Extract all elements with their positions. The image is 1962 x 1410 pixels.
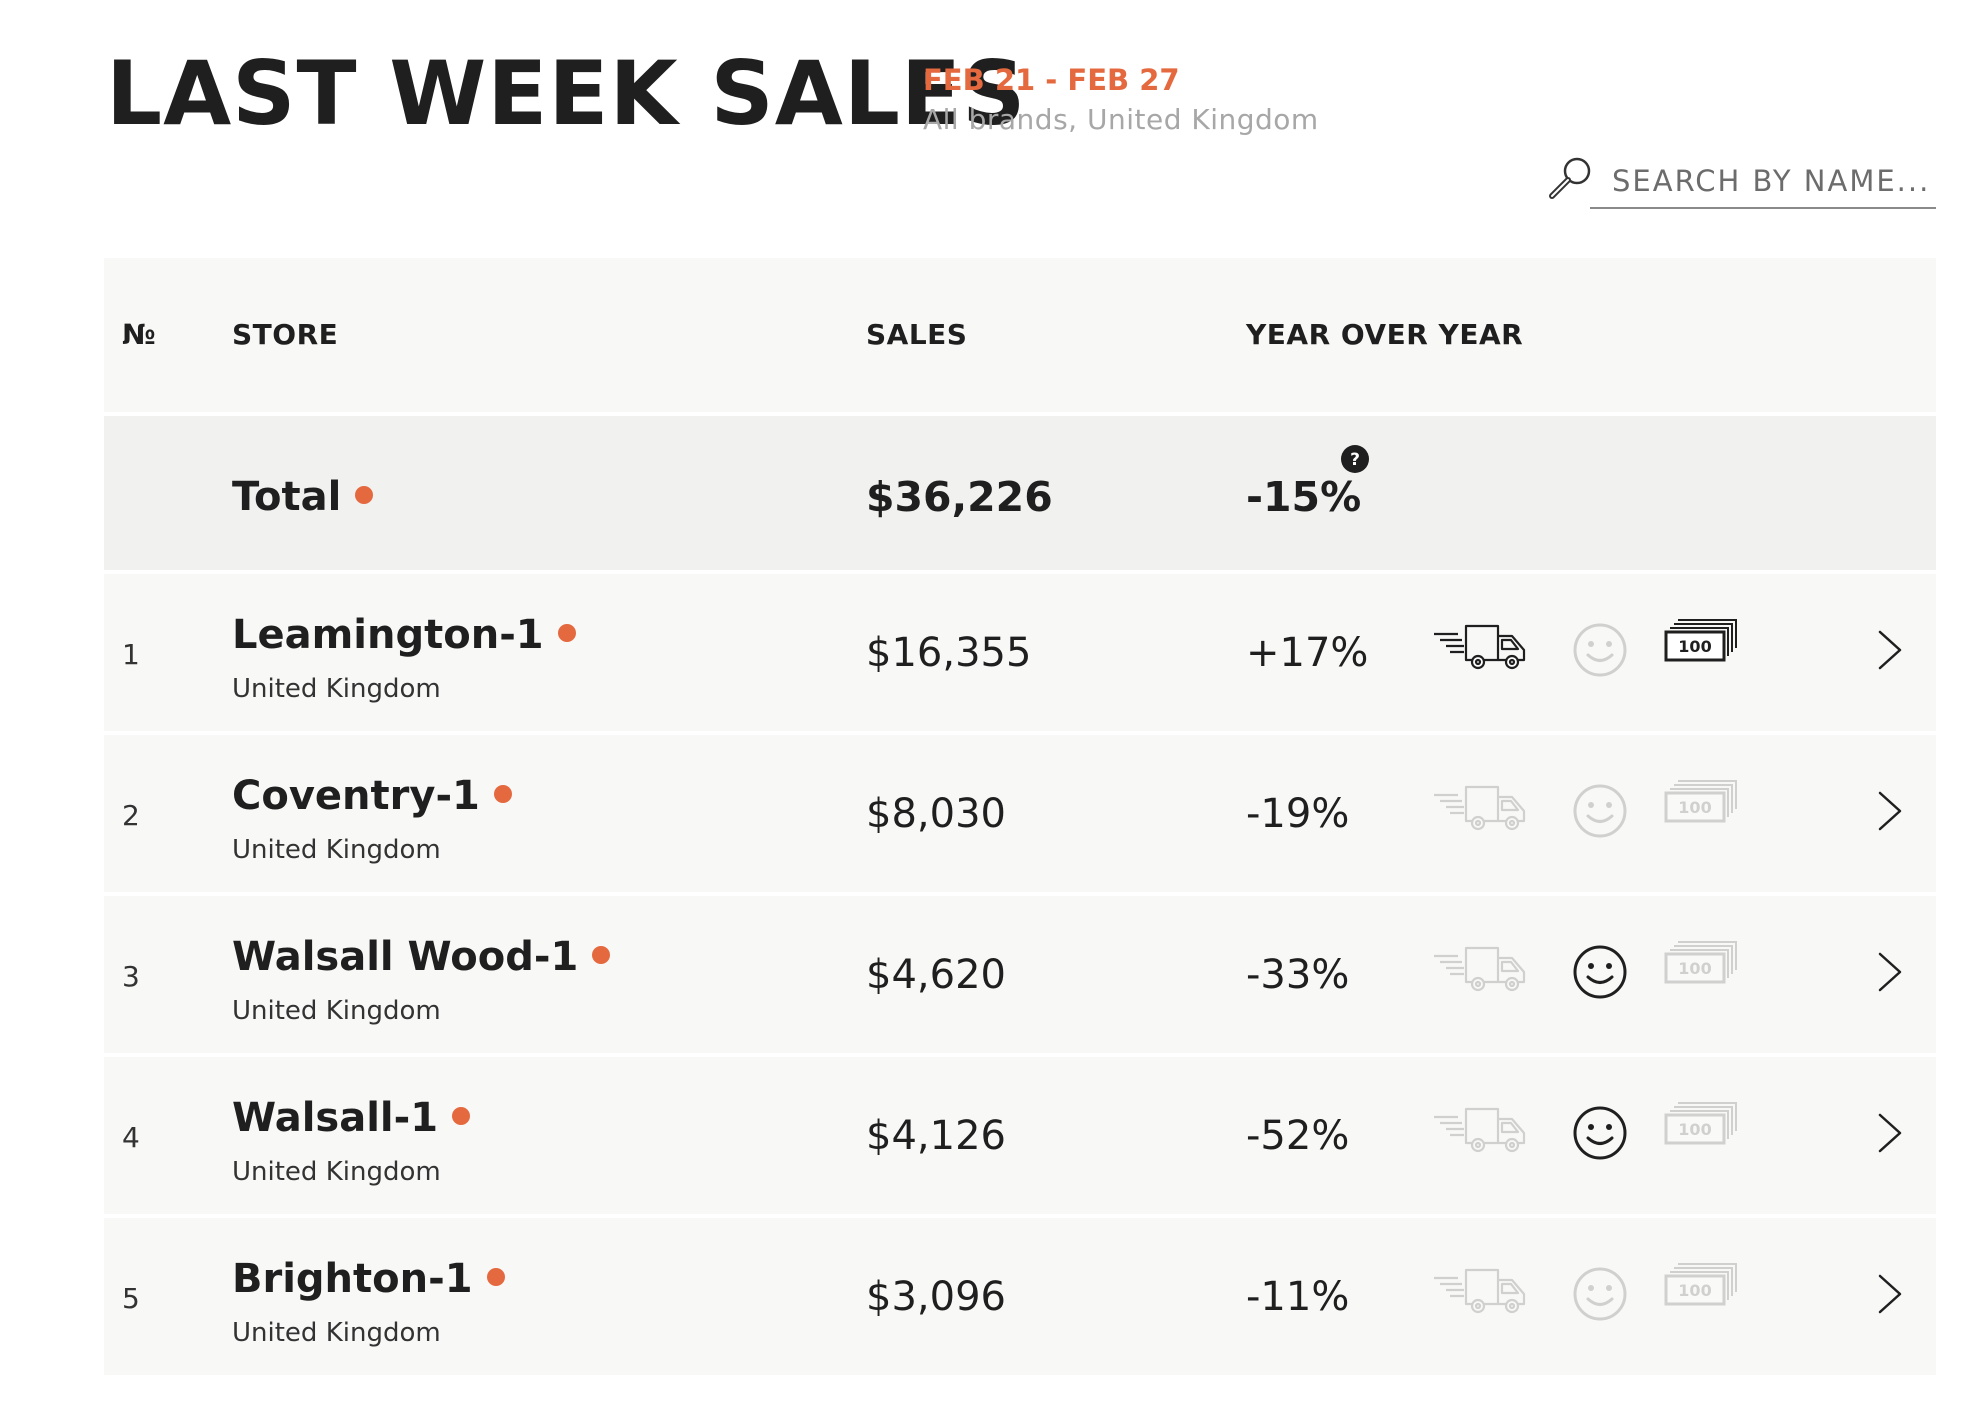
store-year-over-year: -52%	[1246, 1113, 1350, 1159]
delivery-truck-icon	[1434, 1107, 1526, 1153]
column-header-sales[interactable]: SALES	[866, 318, 968, 351]
banknote-stack-icon: 100	[1664, 619, 1737, 662]
table-row-1[interactable]: 1 Leamington-1 United Kingdom $16,355 +1…	[104, 574, 1936, 735]
store-country: United Kingdom	[232, 674, 441, 704]
date-range: FEB 21 - FEB 27	[923, 63, 1180, 97]
smiley-face-icon	[1573, 945, 1627, 999]
smiley-face-icon	[1573, 623, 1627, 677]
banknote-stack-icon: 100	[1664, 941, 1737, 984]
search-box	[1546, 155, 1936, 211]
store-year-over-year: -11%	[1246, 1274, 1350, 1320]
column-header-year-over-year[interactable]: YEAR OVER YEAR	[1246, 318, 1524, 351]
store-year-over-year: -19%	[1246, 791, 1350, 837]
banknote-label: 100	[1678, 1120, 1711, 1139]
store-sales: $3,096	[866, 1274, 1006, 1320]
search-icon[interactable]	[1546, 155, 1596, 201]
row-number: 2	[122, 799, 140, 832]
banknote-stack-icon: 100	[1664, 1263, 1737, 1306]
store-country: United Kingdom	[232, 1318, 441, 1348]
banknote-stack-icon: 100	[1664, 780, 1737, 823]
row-number: 5	[122, 1282, 140, 1315]
store-name[interactable]: Walsall Wood-1	[232, 934, 579, 980]
chevron-right-icon[interactable]	[1872, 948, 1908, 996]
banknote-label: 100	[1678, 1281, 1711, 1300]
chevron-right-icon[interactable]	[1872, 787, 1908, 835]
status-dot	[355, 486, 374, 504]
chevron-right-icon[interactable]	[1872, 1109, 1908, 1157]
store-sales: $4,126	[866, 1113, 1006, 1159]
store-country: United Kingdom	[232, 835, 441, 865]
store-name[interactable]: Coventry-1	[232, 773, 480, 819]
page-title: LAST WEEK SALES	[106, 42, 1027, 145]
chevron-right-icon[interactable]	[1872, 626, 1908, 674]
delivery-truck-icon	[1434, 624, 1526, 670]
status-dot	[592, 946, 611, 964]
delivery-truck-icon	[1434, 1268, 1526, 1314]
banknote-stack-icon: 100	[1664, 1102, 1737, 1145]
store-name-cell: Brighton-1	[232, 1256, 505, 1302]
status-dot	[486, 1268, 505, 1286]
total-sales: $36,226	[866, 473, 1053, 521]
table-row-5[interactable]: 5 Brighton-1 United Kingdom $3,096 -11%	[104, 1218, 1936, 1375]
smiley-face-icon	[1573, 784, 1627, 838]
table-row-4[interactable]: 4 Walsall-1 United Kingdom $4,126 -52%	[104, 1057, 1936, 1218]
column-header-store[interactable]: STORE	[232, 318, 339, 351]
table-row-3[interactable]: 3 Walsall Wood-1 United Kingdom $4,620 -…	[104, 896, 1936, 1057]
store-year-over-year: -33%	[1246, 952, 1350, 998]
store-country: United Kingdom	[232, 996, 441, 1026]
store-name[interactable]: Walsall-1	[232, 1095, 439, 1141]
row-number: 4	[122, 1121, 140, 1154]
svg-text:?: ?	[1350, 450, 1360, 470]
store-sales: $16,355	[866, 630, 1032, 676]
store-name[interactable]: Brighton-1	[232, 1256, 473, 1302]
status-dot	[452, 1107, 471, 1125]
filter-subtitle: All brands, United Kingdom	[923, 103, 1319, 136]
table-row-2[interactable]: 2 Coventry-1 United Kingdom $8,030 -19%	[104, 735, 1936, 896]
row-number: 3	[122, 960, 140, 993]
table-body: 1 Leamington-1 United Kingdom $16,355 +1…	[104, 574, 1936, 1375]
store-name-cell: Leamington-1	[232, 612, 576, 658]
column-header-number[interactable]: №	[122, 318, 157, 351]
smiley-face-icon	[1573, 1106, 1627, 1160]
total-row: Total $36,226 -15% ?	[104, 416, 1936, 574]
total-label: Total	[232, 474, 342, 520]
store-year-over-year: +17%	[1246, 630, 1369, 676]
sales-table: № STORE SALES YEAR OVER YEAR Total $36,2…	[104, 258, 1936, 1375]
store-name-cell: Walsall-1	[232, 1095, 471, 1141]
delivery-truck-icon	[1434, 946, 1526, 992]
status-dot	[493, 785, 512, 803]
banknote-label: 100	[1678, 637, 1711, 656]
search-input[interactable]	[1590, 155, 1936, 209]
table-header: № STORE SALES YEAR OVER YEAR	[104, 258, 1936, 416]
store-name-cell: Coventry-1	[232, 773, 512, 819]
smiley-face-icon	[1573, 1267, 1627, 1321]
store-name[interactable]: Leamington-1	[232, 612, 544, 658]
total-year-over-year: -15%	[1246, 473, 1362, 521]
store-name-cell: Walsall Wood-1	[232, 934, 611, 980]
delivery-truck-icon	[1434, 785, 1526, 831]
banknote-label: 100	[1678, 798, 1711, 817]
row-number: 1	[122, 638, 140, 671]
question-circle-icon[interactable]: ?	[1340, 444, 1370, 474]
banknote-label: 100	[1678, 959, 1711, 978]
store-country: United Kingdom	[232, 1157, 441, 1187]
chevron-right-icon[interactable]	[1872, 1270, 1908, 1318]
total-label-cell: Total	[232, 474, 374, 520]
store-sales: $8,030	[866, 791, 1006, 837]
store-sales: $4,620	[866, 952, 1006, 998]
status-dot	[557, 624, 576, 642]
